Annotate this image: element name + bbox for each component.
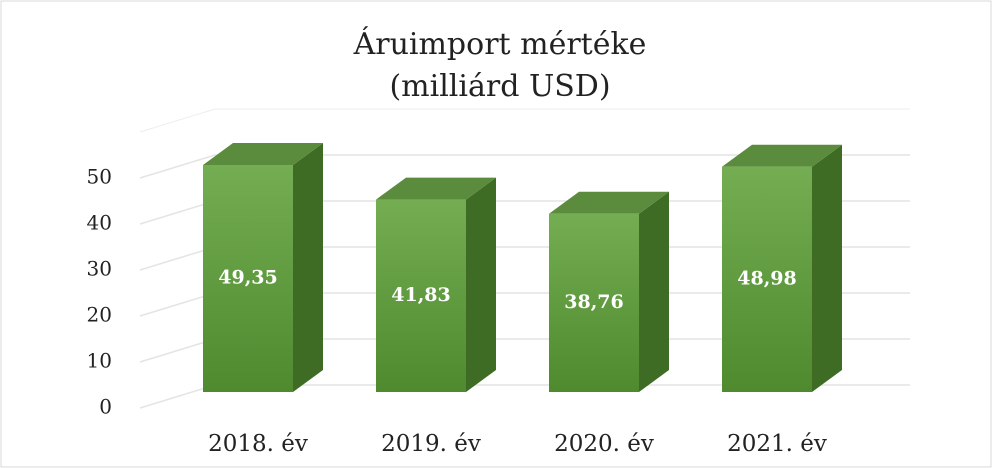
bar-side bbox=[812, 144, 842, 392]
back-wall bbox=[139, 108, 910, 133]
chart-subtitle: (milliárd USD) bbox=[389, 69, 610, 104]
bar-side bbox=[293, 142, 323, 392]
y-tick-label: 10 bbox=[87, 349, 112, 373]
data-label: 38,76 bbox=[564, 291, 624, 313]
x-tick-label: 2020. év bbox=[554, 431, 654, 457]
bar-side bbox=[466, 177, 496, 392]
x-tick-label: 2018. év bbox=[208, 431, 308, 457]
y-tick-label: 20 bbox=[87, 303, 112, 327]
chart-title: Áruimport mértéke bbox=[353, 26, 647, 62]
data-label: 49,35 bbox=[218, 266, 278, 288]
x-tick-label: 2021. év bbox=[727, 431, 827, 457]
bar-side bbox=[639, 191, 669, 392]
bar-top bbox=[203, 142, 323, 165]
y-tick-label: 50 bbox=[87, 165, 112, 189]
bar-top bbox=[722, 144, 842, 167]
grid-line bbox=[139, 154, 910, 179]
bar bbox=[549, 213, 639, 392]
bar bbox=[203, 164, 293, 392]
bar bbox=[376, 199, 466, 392]
bar-top bbox=[549, 191, 669, 214]
y-tick-label: 40 bbox=[87, 211, 112, 235]
data-label: 48,98 bbox=[737, 267, 797, 289]
x-tick-label: 2019. év bbox=[381, 431, 481, 457]
y-tick-label: 0 bbox=[99, 395, 112, 419]
data-label: 41,83 bbox=[391, 284, 451, 306]
bar-top bbox=[376, 177, 496, 200]
y-tick-label: 30 bbox=[87, 257, 112, 281]
bar bbox=[722, 166, 812, 392]
